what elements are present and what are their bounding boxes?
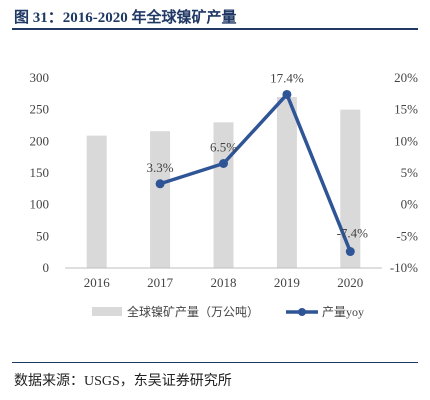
line-series	[155, 89, 355, 257]
source-rule	[12, 362, 418, 363]
x-tick-label: 2016	[84, 275, 111, 290]
yoy-point-2017	[155, 179, 165, 189]
legend: 全球镍矿产量（万公吨） 产量yoy	[92, 304, 364, 319]
right-tick-label: 0%	[401, 197, 419, 212]
right-tick-label: 10%	[394, 133, 418, 148]
x-tick-label: 2018	[211, 275, 237, 290]
bar-2017	[150, 131, 171, 268]
left-tick-label: 100	[30, 197, 50, 212]
right-tick-label: 15%	[394, 102, 418, 117]
bar-series	[86, 97, 361, 269]
x-axis-ticks: 2016 2017 2018 2019 2020	[84, 275, 364, 290]
yoy-point-2019	[282, 89, 292, 99]
yoy-data-label: 6.5%	[210, 140, 237, 155]
legend-bar-swatch	[92, 307, 122, 316]
x-tick-label: 2020	[337, 275, 363, 290]
yoy-point-2020	[345, 247, 355, 257]
bar-2016	[86, 135, 107, 268]
yoy-data-label: 17.4%	[270, 70, 304, 85]
title-rule	[12, 28, 418, 30]
left-tick-label: 200	[30, 133, 50, 148]
yoy-point-2018	[219, 159, 228, 168]
source-note: 数据来源：USGS，东吴证券研究所	[14, 374, 232, 389]
x-tick-label: 2017	[147, 275, 174, 290]
right-axis-ticks: -10% -5% 0% 5% 10% 15% 20%	[390, 70, 418, 275]
legend-line-label: 产量yoy	[322, 305, 364, 319]
data-labels: 3.3% 6.5% 17.4% -7.4%	[147, 70, 369, 240]
legend-bar-label: 全球镍矿产量（万公吨）	[127, 304, 259, 319]
left-tick-label: 150	[30, 165, 50, 180]
bar-2019	[276, 97, 297, 268]
x-tick-label: 2019	[274, 275, 300, 290]
left-tick-label: 250	[30, 102, 50, 117]
left-axis-ticks: 0 50 100 150 200 250 300	[30, 70, 50, 275]
yoy-line	[159, 92, 352, 253]
left-tick-label: 300	[30, 70, 50, 85]
yoy-data-label: -7.4%	[337, 226, 369, 241]
right-tick-label: 5%	[401, 165, 419, 180]
legend-line-dot	[298, 308, 306, 316]
bar-2020	[340, 109, 361, 269]
figure-title: 图 31：2016-2020 年全球镍矿产量	[14, 10, 237, 26]
left-tick-label: 50	[36, 228, 49, 243]
right-tick-label: -5%	[396, 228, 418, 243]
right-tick-label: 20%	[394, 70, 418, 85]
yoy-data-label: 3.3%	[147, 160, 174, 175]
left-tick-label: 0	[43, 260, 50, 275]
right-tick-label: -10%	[390, 260, 418, 275]
